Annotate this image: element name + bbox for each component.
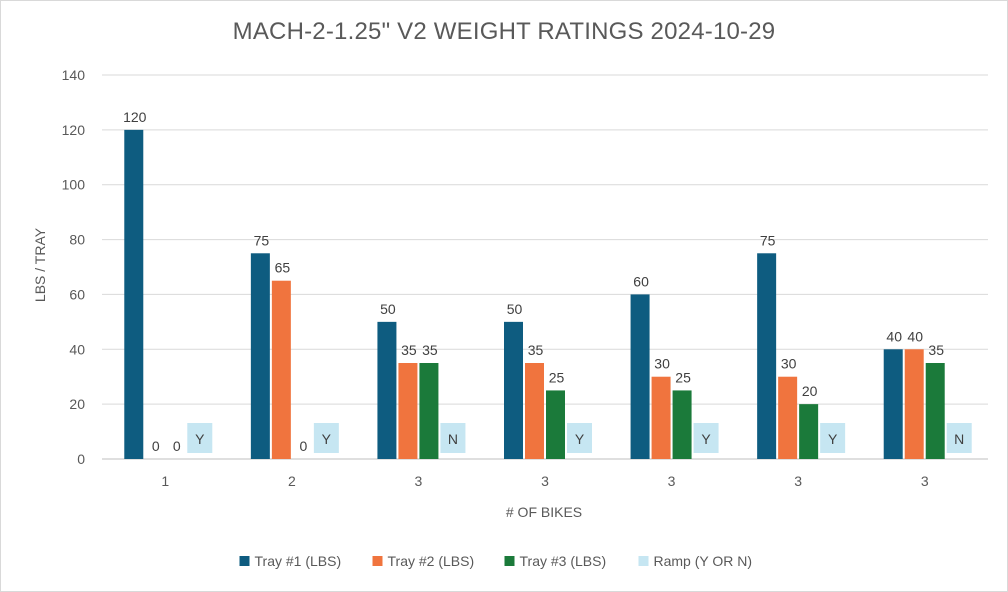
data-label: 60 (633, 273, 649, 289)
ramp-label: Y (828, 431, 838, 447)
x-tick-label: 3 (794, 473, 802, 489)
bar (883, 349, 903, 459)
ramp-label: Y (575, 431, 585, 447)
data-label: 0 (152, 438, 160, 454)
legend-item: Tray #2 (LBS) (372, 553, 475, 569)
y-tick-label: 40 (69, 341, 85, 357)
data-label: 50 (507, 301, 523, 317)
data-label: 30 (654, 356, 670, 372)
ramp-indicator (820, 423, 846, 453)
data-label: 35 (401, 342, 417, 358)
x-tick-label: 2 (288, 473, 296, 489)
data-label: 75 (760, 232, 776, 248)
bar (904, 349, 924, 459)
y-tick-label: 60 (69, 286, 85, 302)
legend-label: Tray #2 (LBS) (388, 553, 475, 569)
bar (419, 363, 439, 459)
bar (398, 363, 418, 459)
legend-item: Ramp (Y OR N) (638, 553, 753, 569)
legend-item: Tray #1 (LBS) (239, 553, 342, 569)
ramp-indicator (313, 423, 339, 453)
y-tick-label: 80 (69, 232, 85, 248)
ramp-indicator (946, 423, 972, 453)
ramp-indicator (440, 423, 466, 453)
axis-ticks: 0 20 40 60 80 100 120 140 1 2 3 3 3 3 3 (62, 67, 929, 489)
legend-label: Tray #1 (LBS) (255, 553, 342, 569)
data-label: 50 (380, 301, 396, 317)
bar (630, 294, 650, 459)
bar (504, 321, 523, 459)
ramp-label: N (954, 431, 964, 447)
data-label: 25 (675, 369, 691, 385)
legend-swatch (638, 556, 649, 566)
x-tick-label: 3 (541, 473, 549, 489)
bar (525, 363, 544, 459)
y-tick-label: 140 (62, 67, 86, 83)
data-label: 40 (886, 328, 902, 344)
bars (124, 129, 972, 459)
x-tick-label: 3 (415, 473, 423, 489)
bar (271, 280, 291, 459)
y-tick-label: 0 (77, 451, 85, 467)
legend-item: Tray #3 (LBS) (504, 553, 607, 569)
data-label: 35 (422, 342, 438, 358)
ramp-indicator (187, 423, 213, 453)
data-label: 75 (254, 232, 270, 248)
legend-label: Tray #3 (LBS) (520, 553, 607, 569)
x-tick-label: 1 (161, 473, 169, 489)
ramp-label: Y (701, 431, 711, 447)
x-tick-label: 3 (668, 473, 676, 489)
data-label: 0 (173, 438, 181, 454)
x-axis-title: # OF BIKES (506, 504, 582, 520)
bar (377, 321, 397, 459)
ramp-label: Y (195, 431, 205, 447)
bar (799, 404, 819, 459)
bar (925, 363, 945, 459)
y-tick-label: 120 (62, 122, 86, 138)
legend-label: Ramp (Y OR N) (654, 553, 753, 569)
legend: Tray #1 (LBS) Tray #2 (LBS) Tray #3 (LBS) R… (239, 553, 753, 569)
ramp-label: N (448, 431, 458, 447)
gridlines (102, 74, 988, 460)
bar (651, 376, 671, 459)
legend-swatch (372, 556, 383, 566)
data-label: 35 (928, 342, 944, 358)
y-axis-title: LBS / TRAY (32, 227, 48, 302)
ramp-indicator (693, 423, 719, 453)
data-label: 25 (549, 369, 565, 385)
bar (124, 129, 144, 459)
legend-swatch (504, 556, 515, 566)
data-label: 65 (275, 260, 291, 276)
x-tick-label: 3 (921, 473, 929, 489)
data-label: 0 (299, 438, 307, 454)
chart-title: MACH-2-1.25" V2 WEIGHT RATINGS 2024-10-2… (232, 18, 776, 45)
data-label: 20 (802, 383, 818, 399)
ramp-label: Y (322, 431, 332, 447)
bar (672, 390, 692, 459)
data-label: 40 (907, 328, 923, 344)
bar (757, 253, 777, 459)
bar (250, 253, 270, 459)
bar (778, 376, 798, 459)
legend-swatch (239, 556, 250, 566)
data-label: 35 (528, 342, 544, 358)
y-tick-label: 100 (62, 177, 86, 193)
data-label: 30 (781, 356, 797, 372)
ramp-indicator (567, 423, 592, 453)
y-tick-label: 20 (69, 396, 85, 412)
bar (546, 390, 565, 459)
data-label: 120 (123, 109, 147, 125)
